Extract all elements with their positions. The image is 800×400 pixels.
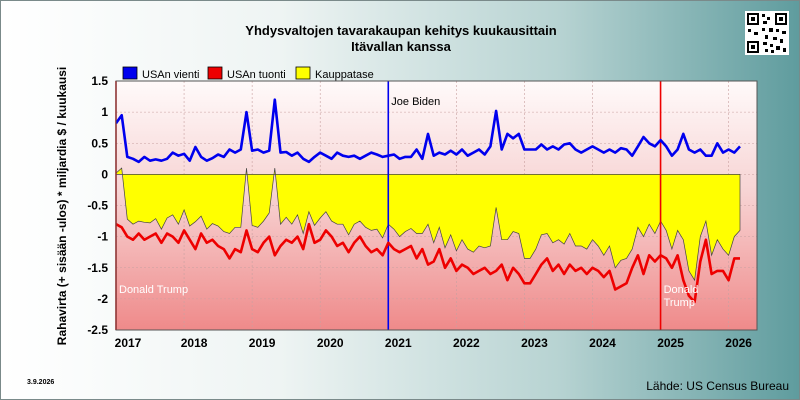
series-line-tuonti (116, 222, 740, 304)
x-tick-label: 2026 (725, 336, 752, 350)
annotation-label: Joe Biden (391, 96, 440, 108)
x-tick-label: 2018 (181, 336, 208, 350)
legend-label: Kauppatase (315, 69, 374, 81)
y-tick-label: 1 (101, 105, 108, 119)
legend-swatch (207, 66, 223, 80)
y-tick-label: 0.5 (91, 136, 108, 150)
series-area-kauppatase (116, 167, 741, 282)
legend-label: USAn tuonti (227, 69, 286, 81)
y-tick-label: -2 (97, 292, 108, 306)
series-line-vienti (116, 98, 741, 164)
chart-title-line1: Yhdysvaltojen tavarakaupan kehitys kuuka… (245, 23, 557, 38)
y-tick-label: 1.5 (91, 74, 108, 88)
y-tick-label: -1 (97, 230, 108, 244)
qr-code-icon (745, 11, 789, 55)
y-tick-label: -2.5 (87, 323, 108, 337)
legend-swatch (122, 66, 138, 80)
y-tick-label: -1.5 (87, 261, 108, 275)
x-tick-label: 2025 (657, 336, 684, 350)
x-tick-label: 2023 (521, 336, 548, 350)
x-tick-label: 2019 (249, 336, 276, 350)
legend-swatch (295, 66, 311, 80)
x-tick-label: 2024 (589, 336, 616, 350)
x-tick-label: 2020 (317, 336, 344, 350)
y-tick-label: 0 (101, 167, 108, 181)
source-note: Lähde: US Census Bureau (646, 379, 789, 393)
plot-border (115, 80, 758, 331)
x-tick-label: 2022 (453, 336, 480, 350)
annotation-label: Donald Trump (664, 284, 699, 309)
x-tick-label: 2017 (115, 336, 142, 350)
chart-title-line2: Itävallan kanssa (351, 39, 451, 54)
x-tick-label: 2021 (385, 336, 412, 350)
annotation-label: Donald Trump (119, 284, 188, 296)
date-stamp: 3.9.2026 (27, 379, 55, 386)
legend-label: USAn vienti (142, 69, 199, 81)
y-tick-label: -0.5 (87, 199, 108, 213)
